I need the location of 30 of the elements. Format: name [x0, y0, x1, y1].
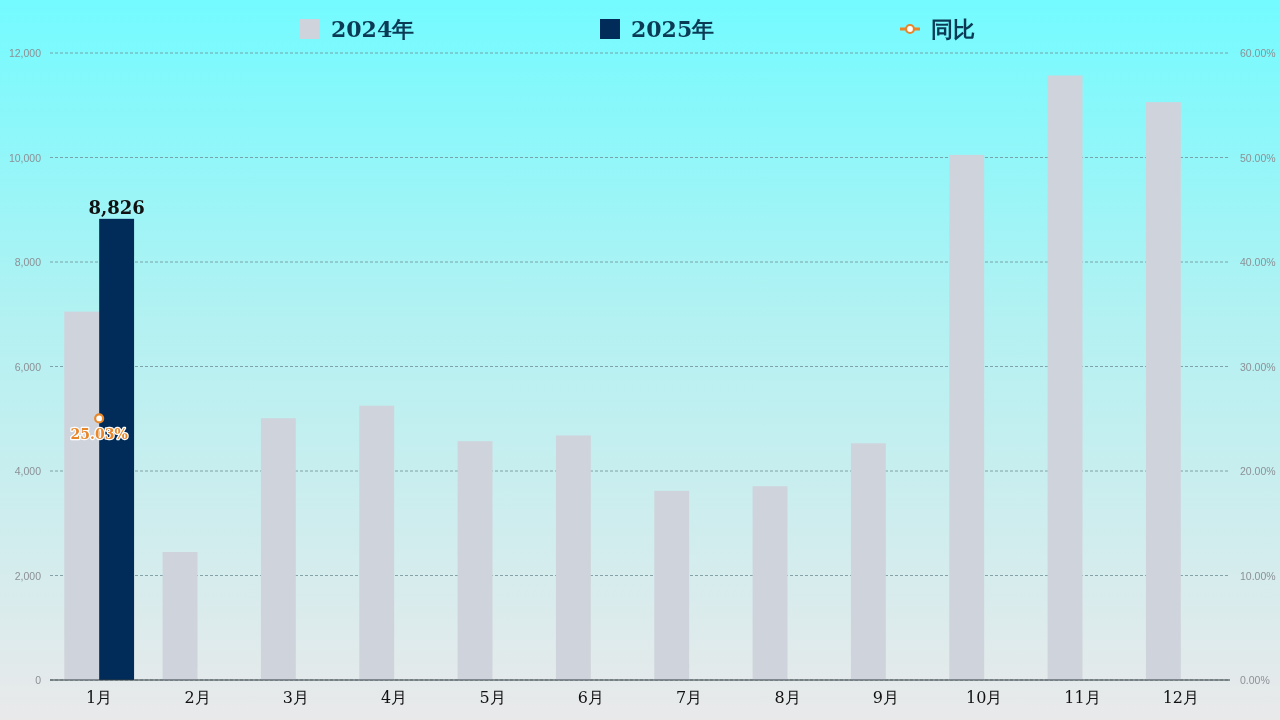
- x-tick-label: 7月: [676, 688, 703, 707]
- x-tick-label: 10月: [965, 688, 1003, 707]
- y2-tick-label: 30.00%: [1240, 360, 1276, 373]
- legend-label: 同比: [931, 16, 975, 42]
- x-tick-label: 12月: [1162, 688, 1200, 707]
- y-tick-label: 10,000: [8, 151, 42, 164]
- y2-tick-label: 60.00%: [1240, 47, 1276, 59]
- x-tick-label: 2月: [184, 688, 211, 707]
- y-tick-label: 4,000: [14, 465, 42, 477]
- y2-tick-label: 50.00%: [1240, 151, 1276, 164]
- x-tick-label: 8月: [774, 688, 801, 707]
- y-tick-label: 2,000: [14, 569, 42, 582]
- x-tick-label: 4月: [381, 688, 408, 707]
- y2-tick-label: 0.00%: [1240, 674, 1270, 686]
- y2-tick-label: 10.00%: [1240, 569, 1276, 582]
- legend-label: 2025年: [631, 16, 715, 42]
- x-tick-label: 3月: [282, 688, 309, 707]
- y2-tick-label: 20.00%: [1240, 465, 1276, 477]
- y-tick-label: 12,000: [8, 47, 42, 59]
- legend-label: 2024年: [331, 16, 415, 42]
- y-tick-label: 6,000: [14, 360, 42, 373]
- x-tick-label: 11月: [1064, 688, 1101, 707]
- data-label: 8,826: [88, 196, 145, 218]
- y-tick-label: 8,000: [14, 256, 42, 268]
- y2-tick-label: 40.00%: [1240, 256, 1276, 268]
- x-tick-label: 1月: [86, 688, 113, 707]
- x-tick-label: 6月: [577, 688, 604, 707]
- y-tick-label: 0: [35, 674, 42, 686]
- x-tick-label: 9月: [872, 688, 899, 707]
- x-tick-label: 5月: [479, 688, 506, 707]
